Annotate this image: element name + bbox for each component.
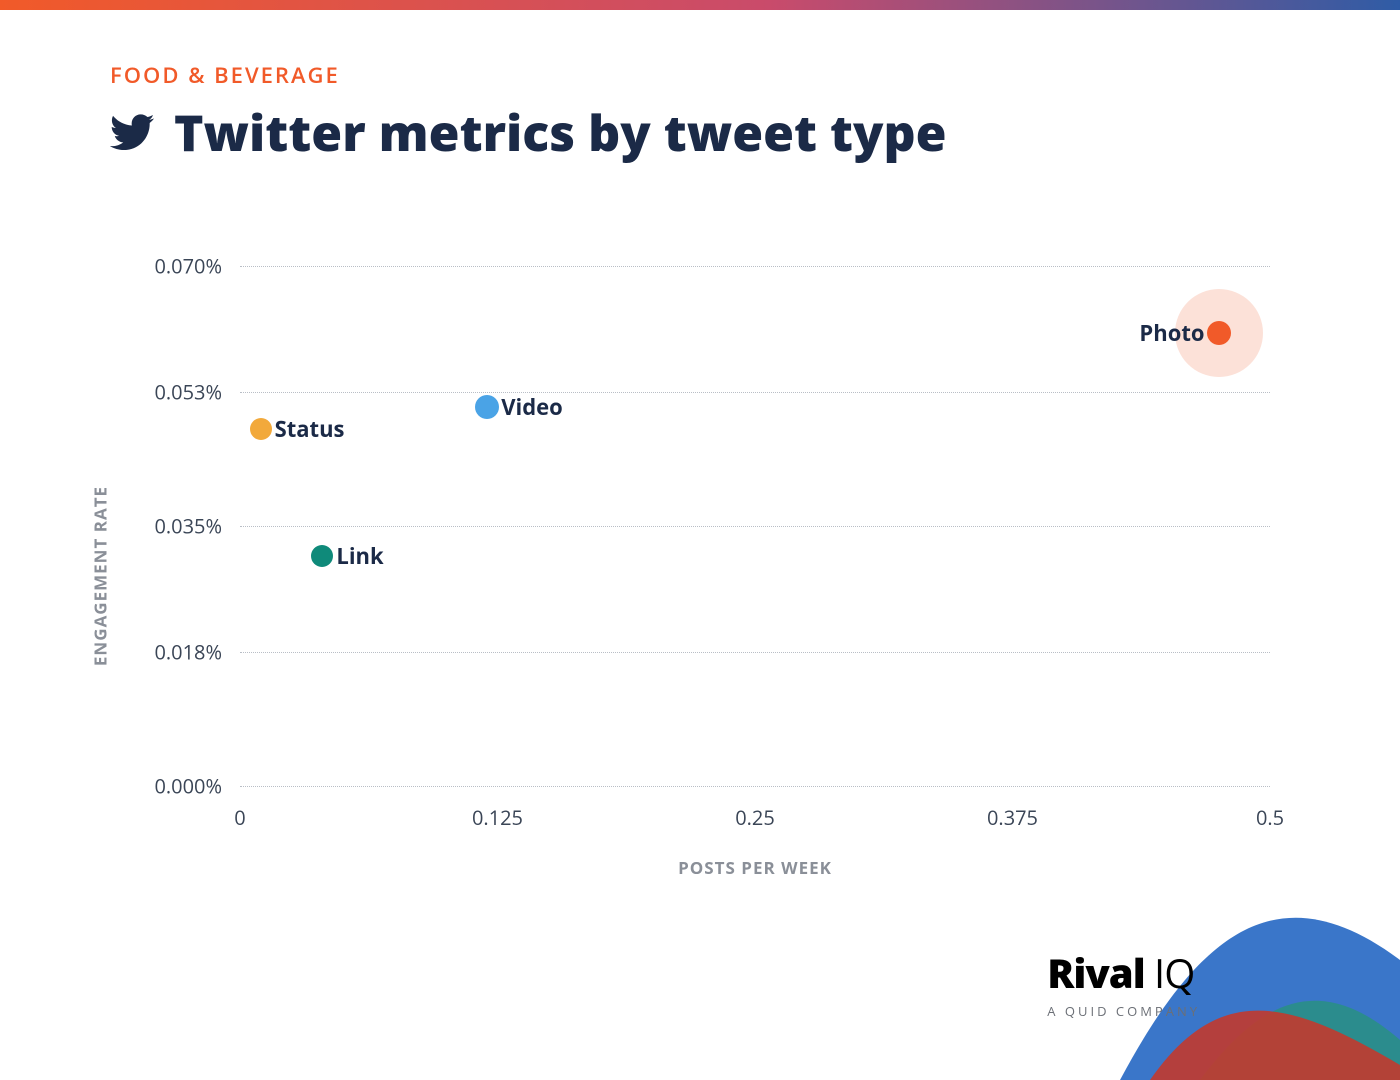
logo-subtext: A QUID COMPANY	[1047, 1002, 1200, 1020]
gridline	[240, 266, 1270, 267]
x-tick: 0.5	[1256, 786, 1284, 831]
data-point-label: Link	[336, 541, 383, 571]
data-point-label: Status	[275, 414, 345, 444]
x-axis-label: POSTS PER WEEK	[678, 856, 832, 879]
chart: ENGAGEMENT RATE 0.000%0.018%0.035%0.053%…	[130, 266, 1290, 886]
gridline	[240, 652, 1270, 653]
brand-logo: Rival IQ A QUID COMPANY	[1047, 945, 1200, 1020]
y-tick: 0.000%	[154, 773, 240, 800]
data-point	[1207, 321, 1231, 345]
top-gradient-bar	[0, 0, 1400, 10]
x-tick: 0.25	[735, 786, 775, 831]
x-tick: 0.375	[987, 786, 1038, 831]
logo-text: Rival IQ	[1047, 945, 1200, 1000]
plot-area: 0.000%0.018%0.035%0.053%0.070%00.1250.25…	[240, 266, 1270, 786]
y-tick: 0.053%	[154, 379, 240, 406]
data-point-label: Video	[501, 392, 563, 422]
x-tick: 0	[234, 786, 245, 831]
logo-bold: Rival	[1047, 945, 1144, 1000]
data-point	[311, 545, 333, 567]
data-point	[475, 395, 499, 419]
category-label: FOOD & BEVERAGE	[110, 60, 1290, 90]
data-point-label: Photo	[1139, 318, 1204, 348]
y-axis-label: ENGAGEMENT RATE	[89, 486, 112, 666]
logo-rest: IQ	[1145, 945, 1195, 1000]
content-area: FOOD & BEVERAGE Twitter metrics by tweet…	[0, 0, 1400, 886]
y-tick: 0.018%	[154, 639, 240, 666]
gridline	[240, 392, 1270, 393]
gridline	[240, 526, 1270, 527]
page-title: Twitter metrics by tweet type	[174, 98, 947, 166]
y-tick: 0.070%	[154, 253, 240, 280]
y-tick: 0.035%	[154, 513, 240, 540]
footer-wave-graphic	[1080, 890, 1400, 1080]
twitter-icon	[110, 109, 156, 155]
data-point	[250, 418, 272, 440]
x-tick: 0.125	[472, 786, 523, 831]
footer: Rival IQ A QUID COMPANY	[0, 900, 1400, 1080]
title-row: Twitter metrics by tweet type	[110, 98, 1290, 166]
